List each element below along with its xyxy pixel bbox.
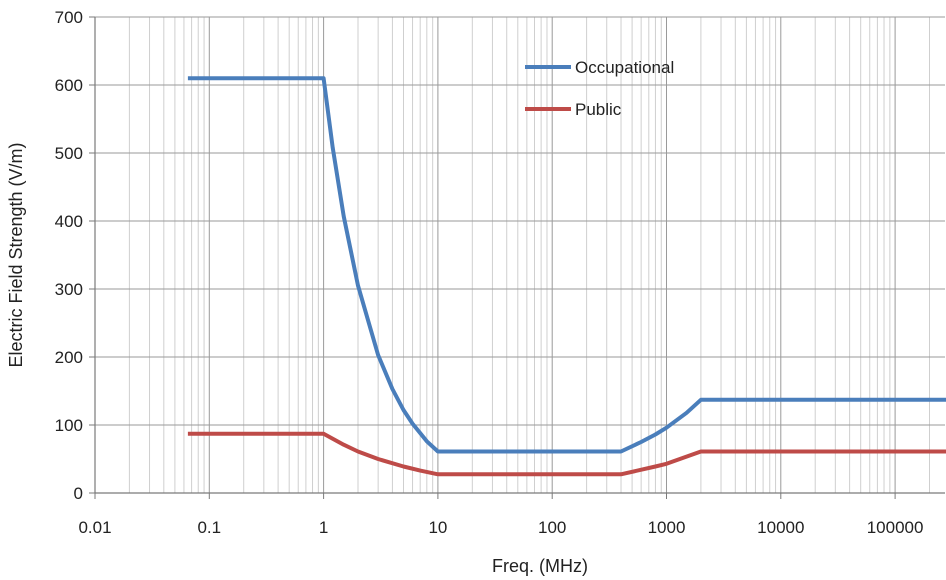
x-tick-label: 0.1 (197, 518, 221, 537)
y-tick-label: 100 (55, 416, 83, 435)
x-tick-label: 1000 (648, 518, 686, 537)
x-tick-labels: 0.01 0.1 1 10 100 1000 10000 100000 (78, 518, 923, 537)
legend-label-public: Public (575, 100, 622, 119)
y-tick-label: 200 (55, 348, 83, 367)
legend-label-occupational: Occupational (575, 58, 674, 77)
x-tick-label: 1 (319, 518, 328, 537)
minor-gridlines (128, 17, 931, 493)
axes (89, 16, 945, 499)
x-tick-label: 100 (538, 518, 566, 537)
legend: Occupational Public (525, 58, 674, 119)
major-gridlines (94, 16, 945, 494)
y-tick-label: 500 (55, 144, 83, 163)
y-tick-labels: 0 100 200 300 400 500 600 700 (55, 8, 83, 503)
y-axis-title: Electric Field Strength (V/m) (6, 142, 26, 367)
y-tick-label: 700 (55, 8, 83, 27)
x-tick-label: 10000 (757, 518, 804, 537)
y-tick-label: 400 (55, 212, 83, 231)
x-tick-label: 10 (428, 518, 447, 537)
y-tick-label: 300 (55, 280, 83, 299)
y-tick-label: 0 (74, 484, 83, 503)
series-line-public (187, 431, 946, 477)
x-axis-title: Freq. (MHz) (492, 556, 588, 576)
y-tick-label: 600 (55, 76, 83, 95)
series-line-occupational (187, 76, 946, 454)
x-tick-label: 0.01 (78, 518, 111, 537)
x-tick-label: 100000 (867, 518, 924, 537)
series-lines (187, 76, 946, 477)
